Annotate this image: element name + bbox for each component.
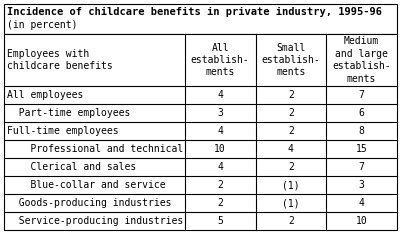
Bar (4, 4, 397, 34)
Text: (1): (1) (282, 180, 300, 190)
Text: Small
establish-
ments: Small establish- ments (261, 43, 320, 77)
Text: 2: 2 (288, 126, 294, 136)
Text: Part-time employees: Part-time employees (7, 108, 130, 118)
Text: 2: 2 (288, 162, 294, 172)
Bar (4, 34, 397, 230)
Text: Medium
and large
establish-
ments: Medium and large establish- ments (332, 36, 391, 84)
Text: Service-producing industries: Service-producing industries (7, 216, 183, 226)
Text: 5: 5 (217, 216, 223, 226)
Text: Clerical and sales: Clerical and sales (7, 162, 136, 172)
Text: 2: 2 (217, 198, 223, 208)
Text: 3: 3 (217, 108, 223, 118)
Text: All employees: All employees (7, 90, 83, 100)
Text: 10: 10 (214, 144, 226, 154)
Text: 2: 2 (288, 90, 294, 100)
Text: Blue-collar and service: Blue-collar and service (7, 180, 166, 190)
Text: 2: 2 (288, 216, 294, 226)
Text: 10: 10 (356, 216, 367, 226)
Text: 6: 6 (358, 108, 365, 118)
Text: 3: 3 (358, 180, 365, 190)
Text: 7: 7 (358, 162, 365, 172)
Text: 4: 4 (217, 90, 223, 100)
Text: (1): (1) (282, 198, 300, 208)
Text: 8: 8 (358, 126, 365, 136)
Text: Employees with
childcare benefits: Employees with childcare benefits (7, 49, 113, 71)
Text: Full-time employees: Full-time employees (7, 126, 119, 136)
Text: Goods-producing industries: Goods-producing industries (7, 198, 172, 208)
Text: (in percent): (in percent) (7, 20, 77, 30)
Text: 7: 7 (358, 90, 365, 100)
Text: 4: 4 (217, 126, 223, 136)
Text: 4: 4 (358, 198, 365, 208)
Text: 2: 2 (288, 108, 294, 118)
Text: 4: 4 (217, 162, 223, 172)
Text: 2: 2 (217, 180, 223, 190)
Text: 4: 4 (288, 144, 294, 154)
Text: 15: 15 (356, 144, 367, 154)
Text: Incidence of childcare benefits in private industry, 1995-96: Incidence of childcare benefits in priva… (7, 7, 382, 17)
Text: Professional and technical: Professional and technical (7, 144, 183, 154)
Text: All
establish-
ments: All establish- ments (191, 43, 249, 77)
